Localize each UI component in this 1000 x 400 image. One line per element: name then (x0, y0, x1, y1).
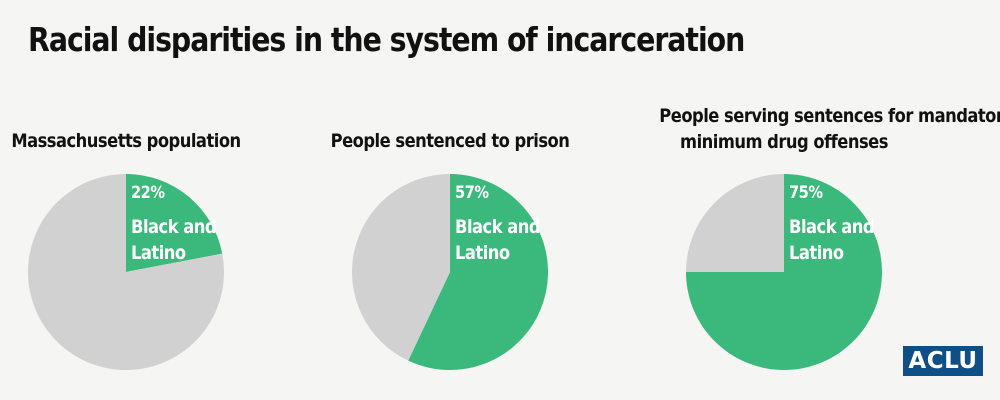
pie-svg (27, 174, 224, 370)
slice-category-line: Black and (131, 216, 217, 238)
slice-label: 22% Black and Latino (131, 182, 217, 266)
page-title: Racial disparities in the system of inca… (28, 20, 745, 59)
slice-value-label: 57% (455, 183, 489, 203)
pie-slice-black-and-latino (408, 174, 549, 370)
slice-category-line: Latino (455, 242, 510, 264)
aclu-logo: ACLU (903, 346, 983, 376)
chart-title-line: Massachusetts population (11, 130, 241, 152)
pie-slice-remainder (686, 174, 784, 272)
slice-category-line: Black and (789, 216, 875, 238)
pie-slice-remainder (27, 174, 224, 370)
chart-title-line: People sentenced to prison (330, 130, 570, 152)
slice-value-label: 75% (789, 183, 823, 203)
pie-chart-massachusetts-population: Massachusetts population 22% Black and L… (0, 100, 271, 375)
pie-slice-black-and-latino (126, 174, 223, 272)
chart-title: People sentenced to prison (325, 128, 574, 154)
slice-label: 75% Black and Latino (789, 182, 875, 266)
slice-category-line: Black and (455, 216, 541, 238)
pie-svg (686, 174, 882, 370)
slice-category-line: Latino (789, 242, 844, 264)
pie-svg (352, 174, 549, 370)
slice-value-label: 22% (131, 183, 165, 203)
pie-chart-mandatory-minimum-drug-offenses: People serving sentences for mandatory m… (639, 100, 1000, 375)
chart-title-line: minimum drug offenses (680, 131, 888, 153)
slice-category-line: Latino (131, 242, 186, 264)
pie-chart-people-sentenced-to-prison: People sentenced to prison 57% Black and… (305, 100, 595, 375)
chart-title: Massachusetts population (1, 128, 250, 154)
slice-label: 57% Black and Latino (455, 182, 541, 266)
pie-slice-remainder (352, 174, 450, 361)
